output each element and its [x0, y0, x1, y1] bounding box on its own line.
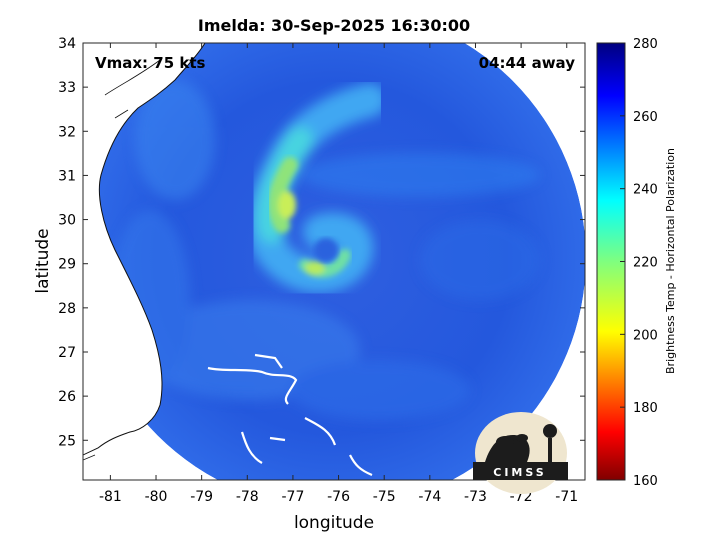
y-tick-label: 30: [58, 213, 76, 229]
colorbar-ticks: 160 180 200 220 240 260 280: [620, 37, 658, 489]
x-tick-label: -78: [236, 489, 259, 505]
y-tick-label: 32: [58, 124, 76, 140]
y-tick-label: 31: [58, 168, 76, 184]
y-tick-label: 29: [58, 257, 76, 273]
colorbar-tick-label: 160: [633, 474, 658, 489]
y-tick-label: 27: [58, 345, 76, 361]
y-axis-label: latitude: [33, 228, 53, 293]
us-east-coast-land: [83, 43, 206, 456]
y-tick-label: 34: [58, 36, 76, 52]
plot-frame: [82, 42, 586, 481]
x-tick-label: -73: [464, 489, 487, 505]
y-tick-label: 25: [58, 433, 76, 449]
colorbar-label: Brightness Temp - Horizontal Polarizatio…: [664, 148, 677, 374]
bahamas-islands: [207, 353, 373, 477]
colorbar-tick-label: 180: [633, 401, 658, 416]
colorbar-tick-label: 220: [633, 256, 658, 271]
y-axis-ticks: 25 26 27 28 29 30 31 32 33 34: [58, 36, 585, 449]
figure-title: Imelda: 30-Sep-2025 16:30:00: [198, 16, 470, 35]
x-tick-label: -80: [145, 489, 168, 505]
x-tick-label: -71: [555, 489, 578, 505]
x-tick-label: -77: [281, 489, 304, 505]
coastline-detail: [83, 59, 161, 461]
colorbar-tick-label: 280: [633, 37, 658, 52]
x-axis-label: longitude: [294, 513, 374, 533]
storm-eye: [314, 238, 338, 262]
cimss-logo-text: CIMSS: [493, 466, 546, 479]
x-tick-label: -74: [418, 489, 441, 505]
x-tick-label: -76: [327, 489, 350, 505]
colorbar-tick-label: 240: [633, 183, 658, 198]
map-plot: [83, 43, 585, 480]
cimss-logo: CIMSS: [473, 412, 568, 494]
x-tick-label: -81: [99, 489, 122, 505]
x-tick-label: -75: [373, 489, 396, 505]
colorbar-tick-label: 260: [633, 110, 658, 125]
vmax-label: Vmax: 75 kts: [95, 54, 205, 72]
brightness-temp-swath: [84, 43, 585, 480]
x-axis-ticks: -81 -80 -79 -78 -77 -76 -75 -74 -73 -72 -71: [99, 43, 578, 505]
colorbar-tick-label: 200: [633, 328, 658, 343]
y-tick-label: 26: [58, 389, 76, 405]
y-tick-label: 28: [58, 301, 76, 317]
x-tick-label: -79: [190, 489, 213, 505]
time-away-label: 04:44 away: [479, 54, 576, 72]
y-tick-label: 33: [58, 80, 76, 96]
